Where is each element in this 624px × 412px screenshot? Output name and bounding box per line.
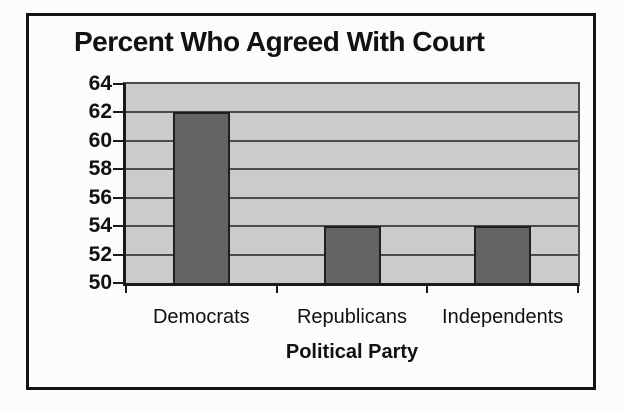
x-category-label-republicans: Republicans [296, 306, 408, 328]
x-tick-mark-2 [426, 286, 429, 293]
gridline-56 [126, 196, 578, 199]
y-tick-label-58: 58 [88, 157, 112, 181]
bar-independents [474, 226, 532, 283]
x-category-label-independents: Independents [442, 306, 564, 328]
gridline-62 [126, 111, 578, 114]
x-tick-mark-1 [275, 286, 278, 293]
y-tick-label-50: 50 [88, 271, 112, 294]
y-tick-mark-60 [113, 139, 123, 142]
x-tick-mark-0 [125, 286, 127, 293]
x-axis-title: Political Party [285, 341, 419, 363]
y-tick-label-64: 64 [88, 72, 112, 95]
y-tick-mark-56 [113, 196, 123, 199]
y-tick-label-52: 52 [88, 242, 112, 266]
y-tick-mark-50 [113, 282, 123, 284]
chart-title: Percent Who Agreed With Court [74, 26, 485, 57]
y-tick-mark-54 [113, 225, 123, 228]
y-tick-label-56: 56 [88, 185, 112, 209]
x-category-label-democrats: Democrats [152, 306, 250, 328]
y-tick-label-60: 60 [88, 128, 112, 152]
y-tick-mark-62 [113, 111, 123, 114]
y-tick-label-54: 54 [88, 214, 112, 238]
x-tick-mark-3 [577, 286, 579, 293]
y-tick-mark-52 [113, 253, 123, 256]
gridline-58 [126, 168, 578, 171]
y-tick-mark-58 [113, 168, 123, 171]
bar-democrats [172, 112, 230, 283]
gridline-54 [126, 225, 578, 228]
gridline-60 [126, 139, 578, 142]
y-tick-mark-64 [113, 83, 123, 85]
y-tick-label-62: 62 [88, 100, 112, 124]
bar-republicans [323, 226, 381, 283]
plot-area [123, 82, 580, 286]
chart-frame: Percent Who Agreed With Court 50 52 54 56 58… [26, 13, 596, 390]
